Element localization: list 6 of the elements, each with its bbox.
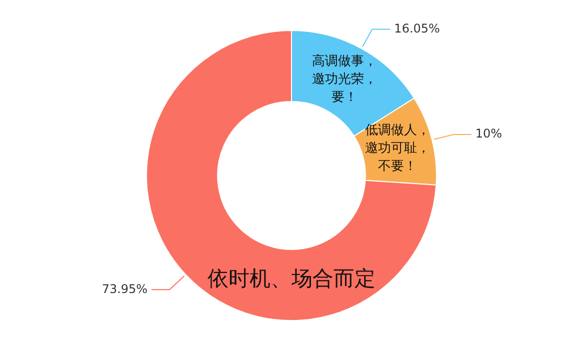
- data-label: 73.95%: [102, 282, 148, 296]
- slice-label: 依时机、场合而定: [208, 266, 376, 290]
- data-label: 16.05%: [394, 21, 440, 36]
- slice-label: 高调做事，邀功光荣，要！: [312, 52, 377, 106]
- data-label: 10%: [475, 126, 502, 141]
- slice-label: 低调做人，邀功可耻，不要！: [365, 122, 430, 174]
